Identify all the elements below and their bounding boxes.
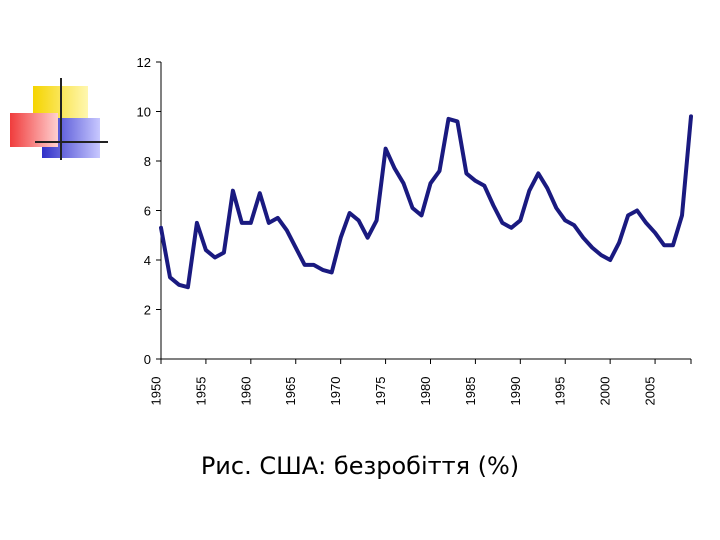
y-tick-label: 6	[144, 204, 151, 219]
x-tick-label: 1965	[283, 377, 298, 406]
x-tick-label: 1960	[238, 377, 253, 406]
y-tick-label: 0	[144, 352, 151, 367]
x-tick-label: 1970	[328, 377, 343, 406]
x-tick-label: 1985	[463, 377, 478, 406]
x-axis: 1950 1955 1960 1965 1970 1975 1980 1985 1990 1995…	[148, 358, 692, 406]
x-tick-label: 1995	[553, 377, 568, 406]
y-tick-label: 8	[144, 154, 151, 169]
series-line	[159, 114, 693, 290]
series-group	[159, 114, 693, 290]
x-tick-label: 2000	[598, 377, 613, 406]
decorative-squares	[0, 0, 110, 170]
y-tick-label: 12	[137, 55, 151, 70]
x-tick-label: 1955	[193, 377, 208, 406]
x-tick-label: 1980	[418, 377, 433, 406]
y-axis: 0 2 4 6 8 10 12	[137, 55, 162, 367]
x-tick-label: 1990	[508, 377, 523, 406]
decorative-squares-graphic	[10, 78, 108, 160]
y-tick-label: 2	[144, 303, 151, 318]
x-tick-label: 1950	[148, 377, 163, 406]
x-tick-label: 1975	[373, 377, 388, 406]
figure-caption: Рис. США: безробіття (%)	[200, 452, 520, 480]
y-tick-label: 4	[144, 253, 151, 268]
y-tick-label: 10	[137, 105, 151, 120]
x-tick-label: 2005	[643, 377, 658, 406]
